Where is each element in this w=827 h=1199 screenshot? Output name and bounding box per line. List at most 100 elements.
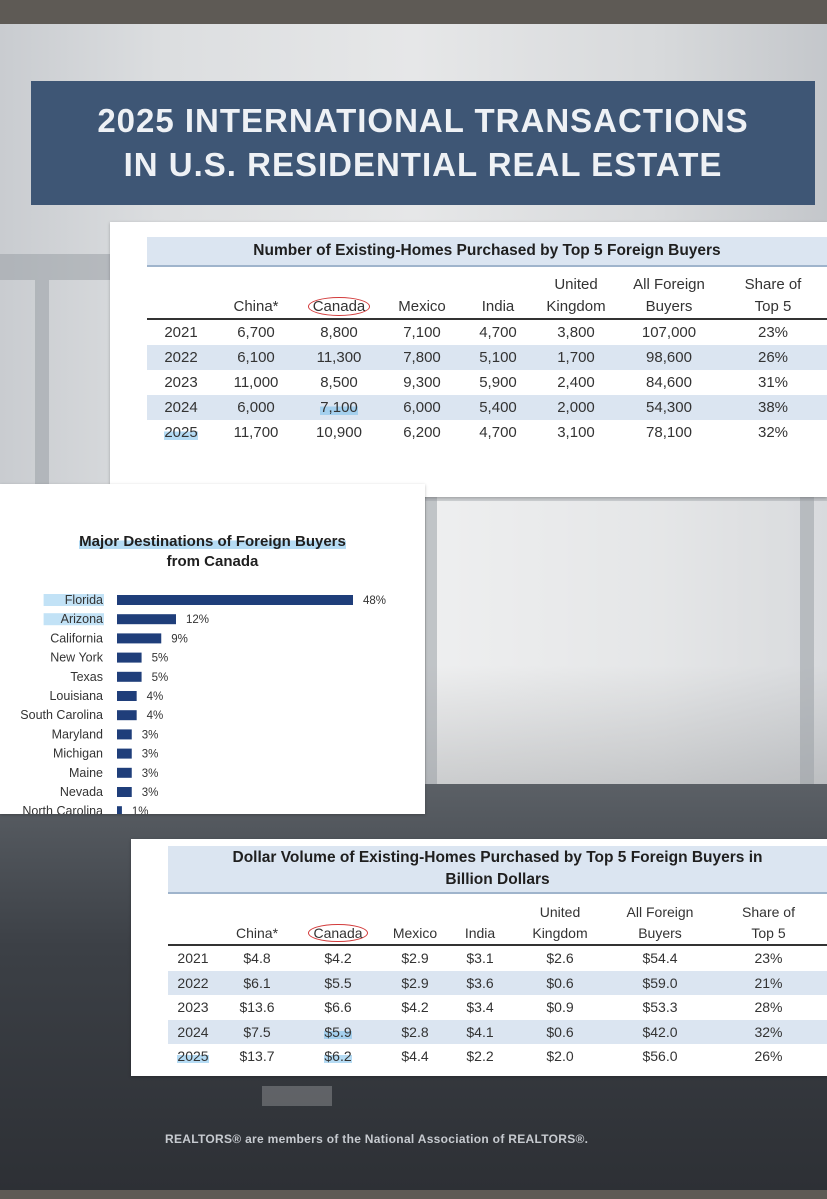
bar	[117, 806, 122, 814]
background-pillar	[35, 280, 49, 500]
table-cell: 7,100	[381, 319, 463, 345]
cell-value: $4.2	[401, 999, 429, 1016]
cell-value: 2,000	[557, 399, 595, 416]
column-header: India	[450, 902, 510, 945]
table-row: 2024 6,000 7,100 6,000 5,400 2,000 54,300 38%	[147, 395, 827, 420]
column-header-line-2: Kingdom	[546, 298, 606, 315]
chart-title-line-1: Major Destinations of Foreign Buyers	[0, 532, 425, 552]
cell-value: 31%	[757, 374, 789, 391]
cell-value: 9,300	[403, 374, 441, 391]
table-cell: $2.9	[380, 970, 450, 995]
column-header-line-2	[147, 296, 215, 318]
cell-value: $6.1	[243, 974, 271, 991]
column-header-line-1	[296, 902, 380, 923]
column-header-line-2: Buyers	[638, 925, 682, 941]
background-glass-panel	[425, 474, 827, 806]
table-cell: $4.8	[218, 945, 296, 971]
row-year-cell: 2023	[168, 995, 218, 1020]
cell-value: 10,900	[316, 424, 362, 441]
table-cell: 9,300	[381, 370, 463, 395]
data-label: 3%	[142, 787, 159, 799]
cell-value: 1,700	[557, 349, 595, 366]
cell-value: 28%	[754, 999, 783, 1016]
column-header-line-2: China*	[233, 298, 279, 315]
table-body: 2021 $4.8 $4.2 $2.9 $3.1 $2.6 $54.4 23% 2022 $6.1…	[168, 945, 827, 1069]
cell-value: $53.3	[642, 999, 678, 1016]
background-beam	[0, 254, 110, 280]
cell-value: $59.0	[642, 974, 678, 991]
column-header-line-2: China*	[235, 925, 279, 941]
table-row: 2022 6,100 11,300 7,800 5,100 1,700 98,600 26%	[147, 345, 827, 370]
column-header-line-1	[380, 902, 450, 923]
row-year-cell: 2022	[168, 970, 218, 995]
cell-value: 23%	[754, 950, 783, 967]
cell-value: 2,400	[557, 374, 595, 391]
category-label: Michigan	[53, 747, 103, 761]
table-cell: $59.0	[610, 970, 710, 995]
column-header-line-1: United	[554, 276, 598, 293]
column-header-line-2: Canada	[297, 296, 381, 318]
cell-value: $4.1	[466, 1023, 494, 1040]
cell-value: 26%	[754, 1048, 783, 1065]
cell-value: $2.2	[466, 1048, 494, 1065]
category-label: Arizona	[61, 612, 103, 626]
column-header-line-2: Top 5	[754, 298, 792, 315]
column-header	[147, 274, 215, 319]
header-row: China* Canada Mexico India United Kingdom A…	[168, 902, 827, 945]
cell-value: 107,000	[641, 324, 697, 341]
cell-value: 8,500	[320, 374, 358, 391]
table-cell: 31%	[719, 370, 827, 395]
banner-title-line-1: 2025 INTERNATIONAL TRANSACTIONS	[97, 102, 749, 139]
data-label: 5%	[152, 672, 169, 684]
column-header-line-1	[463, 274, 533, 296]
bar	[117, 595, 353, 605]
cell-value: $54.4	[642, 950, 678, 967]
column-header: Mexico	[381, 274, 463, 319]
table-cell: $4.1	[450, 1019, 510, 1044]
column-header: United Kingdom	[533, 274, 619, 319]
table-row: 2022 $6.1 $5.5 $2.9 $3.6 $0.6 $59.0 21%	[168, 970, 827, 995]
bar	[117, 633, 162, 644]
table-header: China* Canada Mexico India United Kingdom A…	[168, 902, 827, 945]
table-row: 2024 $7.5 $5.9 $2.8 $4.1 $0.6 $42.0 32%	[168, 1019, 827, 1044]
column-header-line-2	[168, 923, 218, 944]
data-label: 3%	[142, 768, 159, 780]
table-cell: 107,000	[619, 319, 719, 345]
cell-value: $4.2	[324, 950, 352, 967]
bar	[117, 729, 132, 740]
cell-value: 2023	[177, 999, 209, 1016]
column-header	[168, 902, 218, 945]
data-label: 48%	[363, 595, 386, 607]
row-year-cell: 2024	[147, 395, 215, 420]
column-header-line-1	[218, 902, 296, 923]
column-header-line-1: Share of	[742, 904, 795, 920]
column-header-line-2: Canada	[296, 923, 380, 944]
table-cell: $6.6	[296, 995, 380, 1020]
table-cell: 7,100	[297, 395, 381, 420]
cell-value: 2025	[164, 424, 198, 441]
table-cell: 84,600	[619, 370, 719, 395]
homes-purchased-table-card: Number of Existing-Homes Purchased by To…	[110, 222, 827, 497]
background-pillar	[425, 494, 437, 814]
cell-value: 21%	[754, 974, 783, 991]
cell-value: $2.8	[401, 1023, 429, 1040]
chart-title: Major Destinations of Foreign Buyers fro…	[0, 532, 425, 572]
category-label: South Carolina	[20, 708, 103, 722]
cell-value: 6,200	[403, 424, 441, 441]
realtors-logo-watermark	[262, 1086, 332, 1106]
table-cell: $0.6	[510, 970, 610, 995]
table-cell: $42.0	[610, 1019, 710, 1044]
cell-value: 5,100	[479, 349, 517, 366]
table-cell: $2.9	[380, 945, 450, 971]
table-cell: 54,300	[619, 395, 719, 420]
column-header: Share of Top 5	[719, 274, 827, 319]
table-cell: 11,300	[297, 345, 381, 370]
cell-value: 6,000	[237, 399, 275, 416]
table-cell: 32%	[710, 1019, 827, 1044]
cell-value: $13.6	[239, 999, 275, 1016]
bar	[117, 748, 132, 759]
cell-value: 38%	[757, 399, 789, 416]
homes-purchased-table-title: Number of Existing-Homes Purchased by To…	[147, 237, 827, 267]
table-cell: 6,200	[381, 420, 463, 445]
banner-title-line-2: IN U.S. RESIDENTIAL REAL ESTATE	[123, 146, 723, 183]
